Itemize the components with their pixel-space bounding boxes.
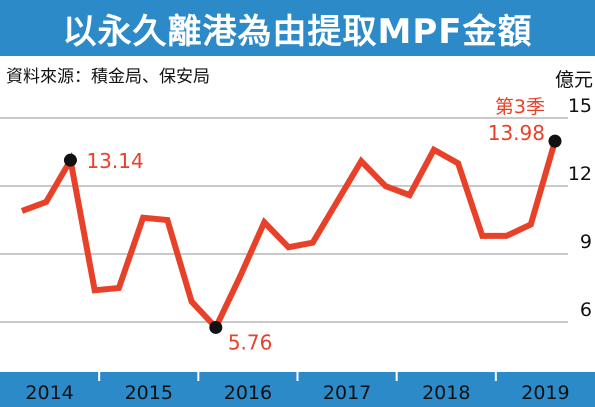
y-tick-label: 12 <box>568 163 592 185</box>
x-axis: 2014 2015 2016 2017 2018 2019 <box>0 372 595 407</box>
data-markers <box>63 134 562 334</box>
title-bar: 以永久離港為由提取MPF金額 <box>0 0 595 56</box>
data-label-13.98: 13.98 <box>488 121 545 145</box>
x-tick-label-2018: 2018 <box>422 382 470 404</box>
x-tick-label-2014: 2014 <box>25 382 73 404</box>
gridlines <box>0 117 568 323</box>
data-point-marker <box>548 134 562 148</box>
y-tick-label: 9 <box>580 231 592 253</box>
y-tick-label: 6 <box>580 299 592 321</box>
series-line <box>20 140 558 333</box>
data-label-5.76: 5.76 <box>228 330 273 354</box>
data-label-13.14: 13.14 <box>86 149 143 173</box>
x-tick-label-2016: 2016 <box>224 382 272 404</box>
x-tick-label-2017: 2017 <box>323 382 371 404</box>
y-tick-label: 15 <box>568 95 592 117</box>
y-axis-ticks: 6 9 12 15 <box>568 95 592 321</box>
y-axis-unit: 億元 <box>555 69 593 91</box>
x-tick-label-2019: 2019 <box>521 382 569 404</box>
last-point-qualifier: 第3季 <box>495 96 545 118</box>
series-line-group <box>20 140 558 333</box>
data-point-marker <box>63 153 77 167</box>
data-labels: 13.14 5.76 13.98 第3季 <box>86 96 545 354</box>
data-point-marker <box>209 320 223 334</box>
x-tick-label-2015: 2015 <box>125 382 173 404</box>
chart-title: 以永久離港為由提取MPF金額 <box>62 11 533 52</box>
data-source-note: 資料來源：積金局、保安局 <box>6 67 210 87</box>
